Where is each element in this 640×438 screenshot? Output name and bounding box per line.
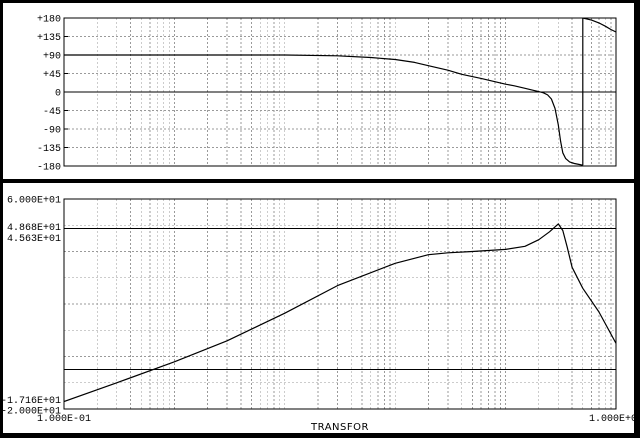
phase-curves xyxy=(64,18,616,166)
magnitude-ytick-label: 4.563E+01 xyxy=(7,234,61,245)
magnitude-x-axis-title: TRANSFOR xyxy=(310,422,369,433)
panel-divider xyxy=(3,179,634,183)
plot-panel: +180 +135 +90 +45 0 -45 -90 -135 -180 6.000E+01 4.… xyxy=(3,3,634,433)
magnitude-ytick-label: 4.868E+01 xyxy=(7,223,61,234)
magnitude-curves xyxy=(64,223,616,403)
phase-ytick-label: +180 xyxy=(37,15,61,26)
phase-series-line xyxy=(582,18,616,166)
phase-plot: +180 +135 +90 +45 0 -45 -90 -135 -180 xyxy=(37,15,617,174)
magnitude-ytick-label: -1.716E+01 xyxy=(3,396,61,407)
phase-ytick-label: +135 xyxy=(37,33,61,44)
phase-ytick-label: -90 xyxy=(43,126,61,137)
magnitude-axes-frame xyxy=(63,198,617,410)
phase-ytick-label: -135 xyxy=(37,144,61,155)
magnitude-series-line xyxy=(64,223,616,403)
phase-ytick-label: -180 xyxy=(37,163,61,174)
bode-chart: +180 +135 +90 +45 0 -45 -90 -135 -180 6.000E+01 4.… xyxy=(3,15,634,434)
magnitude-ytick-label: 6.000E+01 xyxy=(7,196,61,207)
phase-ytick-label: +90 xyxy=(43,52,61,63)
phase-series-line xyxy=(64,54,583,166)
magnitude-xtick-label: 1.000E+04 xyxy=(589,414,634,425)
phase-ytick-label: -45 xyxy=(43,107,61,118)
magnitude-ytick-label: -2.000E+01 xyxy=(3,407,61,418)
magnitude-xtick-label: 1.000E-01 xyxy=(37,414,91,425)
magnitude-plot: 6.000E+01 4.868E+014.563E+01 -1.716E+01-2.… xyxy=(3,196,634,434)
phase-ytick-label: +45 xyxy=(43,70,61,81)
phase-ytick-label: 0 xyxy=(55,89,61,100)
